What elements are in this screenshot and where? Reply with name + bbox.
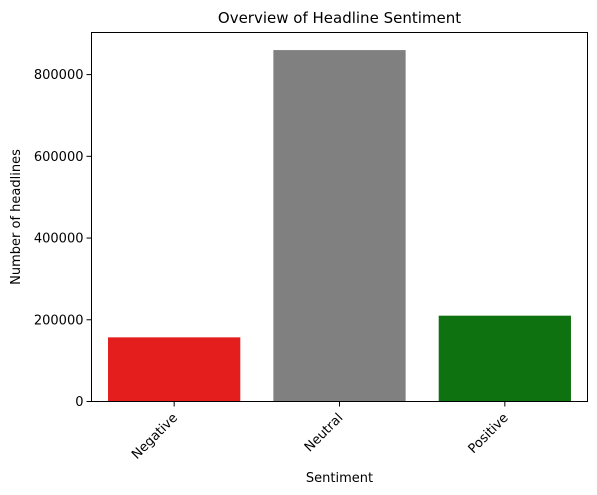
y-tick-label-800000: 800000: [34, 68, 84, 83]
bar-negative: [108, 337, 241, 402]
x-tick-label-neutral: Neutral: [302, 411, 347, 456]
y-tick-label-600000: 600000: [34, 150, 84, 165]
bar-positive: [438, 315, 571, 402]
x-axis-ticks: Negative Neutral Positive: [129, 401, 512, 463]
x-tick-label-negative: Negative: [129, 411, 181, 463]
x-axis-label: Sentiment: [306, 471, 373, 486]
chart-title: Overview of Headline Sentiment: [218, 9, 461, 27]
y-axis-ticks: 0 200000 400000 600000 800000: [34, 68, 92, 410]
bar-neutral: [273, 50, 406, 402]
y-tick-label-0: 0: [75, 395, 83, 410]
x-tick-label-positive: Positive: [466, 411, 512, 457]
y-tick-label-400000: 400000: [34, 232, 84, 247]
y-tick-label-200000: 200000: [34, 313, 84, 328]
bars: [108, 50, 571, 402]
plot-frame: [91, 32, 588, 402]
y-axis-label: Number of headlines: [9, 149, 24, 285]
